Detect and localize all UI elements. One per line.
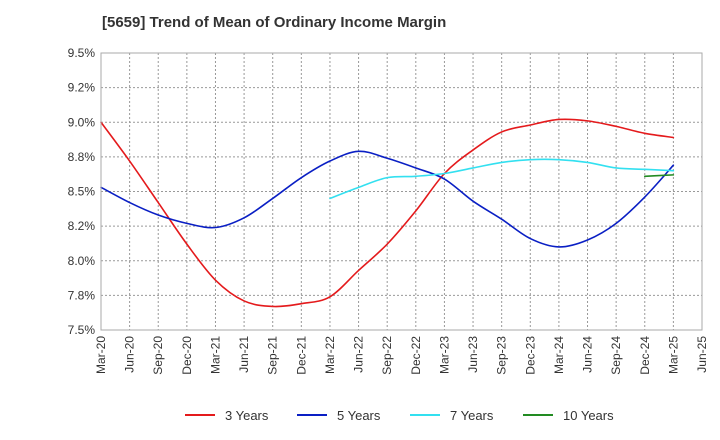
x-tick-label: Sep-23 [495,336,509,375]
series-line-7-years [329,158,675,200]
series-line-10-years [643,174,675,178]
y-tick-label: 9.2% [68,81,96,95]
legend-swatch [297,414,327,416]
x-tick-label: Dec-21 [294,336,308,375]
x-axis-tick-labels: Mar-20 Jun-20 Sep-20 Dec-20 Mar-21 Jun-21 Sep-… [94,336,709,375]
x-tick-label: Mar-23 [437,336,451,374]
chart-title: [5659] Trend of Mean of Ordinary Income … [102,14,447,31]
legend-swatch [410,414,440,416]
y-tick-label: 9.0% [68,115,96,129]
y-tick-label: 9.5% [68,46,96,60]
x-tick-label: Jun-21 [237,336,251,373]
series-line-5-years [100,150,675,248]
legend-item-5-years: 5 Years [297,404,380,426]
legend-swatch [185,414,215,416]
x-tick-label: Dec-24 [638,336,652,375]
legend-item-7-years: 7 Years [410,404,493,426]
legend-label: 3 Years [225,407,269,423]
x-tick-label: Mar-25 [666,336,680,374]
series-layer [100,118,675,308]
y-tick-label: 8.2% [68,219,96,233]
x-tick-label: Mar-20 [94,336,108,374]
series-line-3-years [100,118,675,308]
legend-label: 7 Years [450,407,494,423]
x-tick-label: Mar-22 [323,336,337,374]
y-tick-label: 8.0% [68,254,96,268]
x-tick-label: Mar-24 [552,336,566,374]
plot-frame [100,52,703,331]
x-tick-label: Jun-23 [466,336,480,373]
legend-label: 5 Years [337,407,381,423]
x-tick-label: Sep-20 [151,336,165,375]
y-tick-label: 8.8% [68,150,96,164]
x-tick-label: Jun-24 [581,336,595,373]
y-tick-label: 8.5% [68,185,96,199]
x-tick-label: Dec-23 [523,336,537,375]
y-tick-label: 7.8% [68,288,96,302]
legend: 3 Years 5 Years 7 Years 10 Years [0,404,720,426]
legend-item-10-years: 10 Years [523,404,614,426]
x-tick-label: Sep-21 [266,336,280,375]
legend-item-3-years: 3 Years [185,404,268,426]
x-tick-label: Mar-21 [208,336,222,374]
x-tick-label: Sep-24 [609,336,623,375]
x-tick-label: Jun-20 [123,336,137,373]
legend-swatch [523,414,553,416]
y-tick-label: 7.5% [68,323,96,337]
y-axis-tick-labels: 9.5% 9.2% 9.0% 8.8% 8.5% 8.2% 8.0% 7.8% 7.5% [68,46,96,337]
x-tick-label: Dec-20 [180,336,194,375]
x-tick-label: Jun-22 [352,336,366,373]
legend-label: 10 Years [563,407,614,423]
grid-layer [100,52,703,331]
x-tick-label: Jun-25 [695,336,709,373]
x-tick-label: Dec-22 [409,336,423,375]
x-tick-label: Sep-22 [380,336,394,375]
